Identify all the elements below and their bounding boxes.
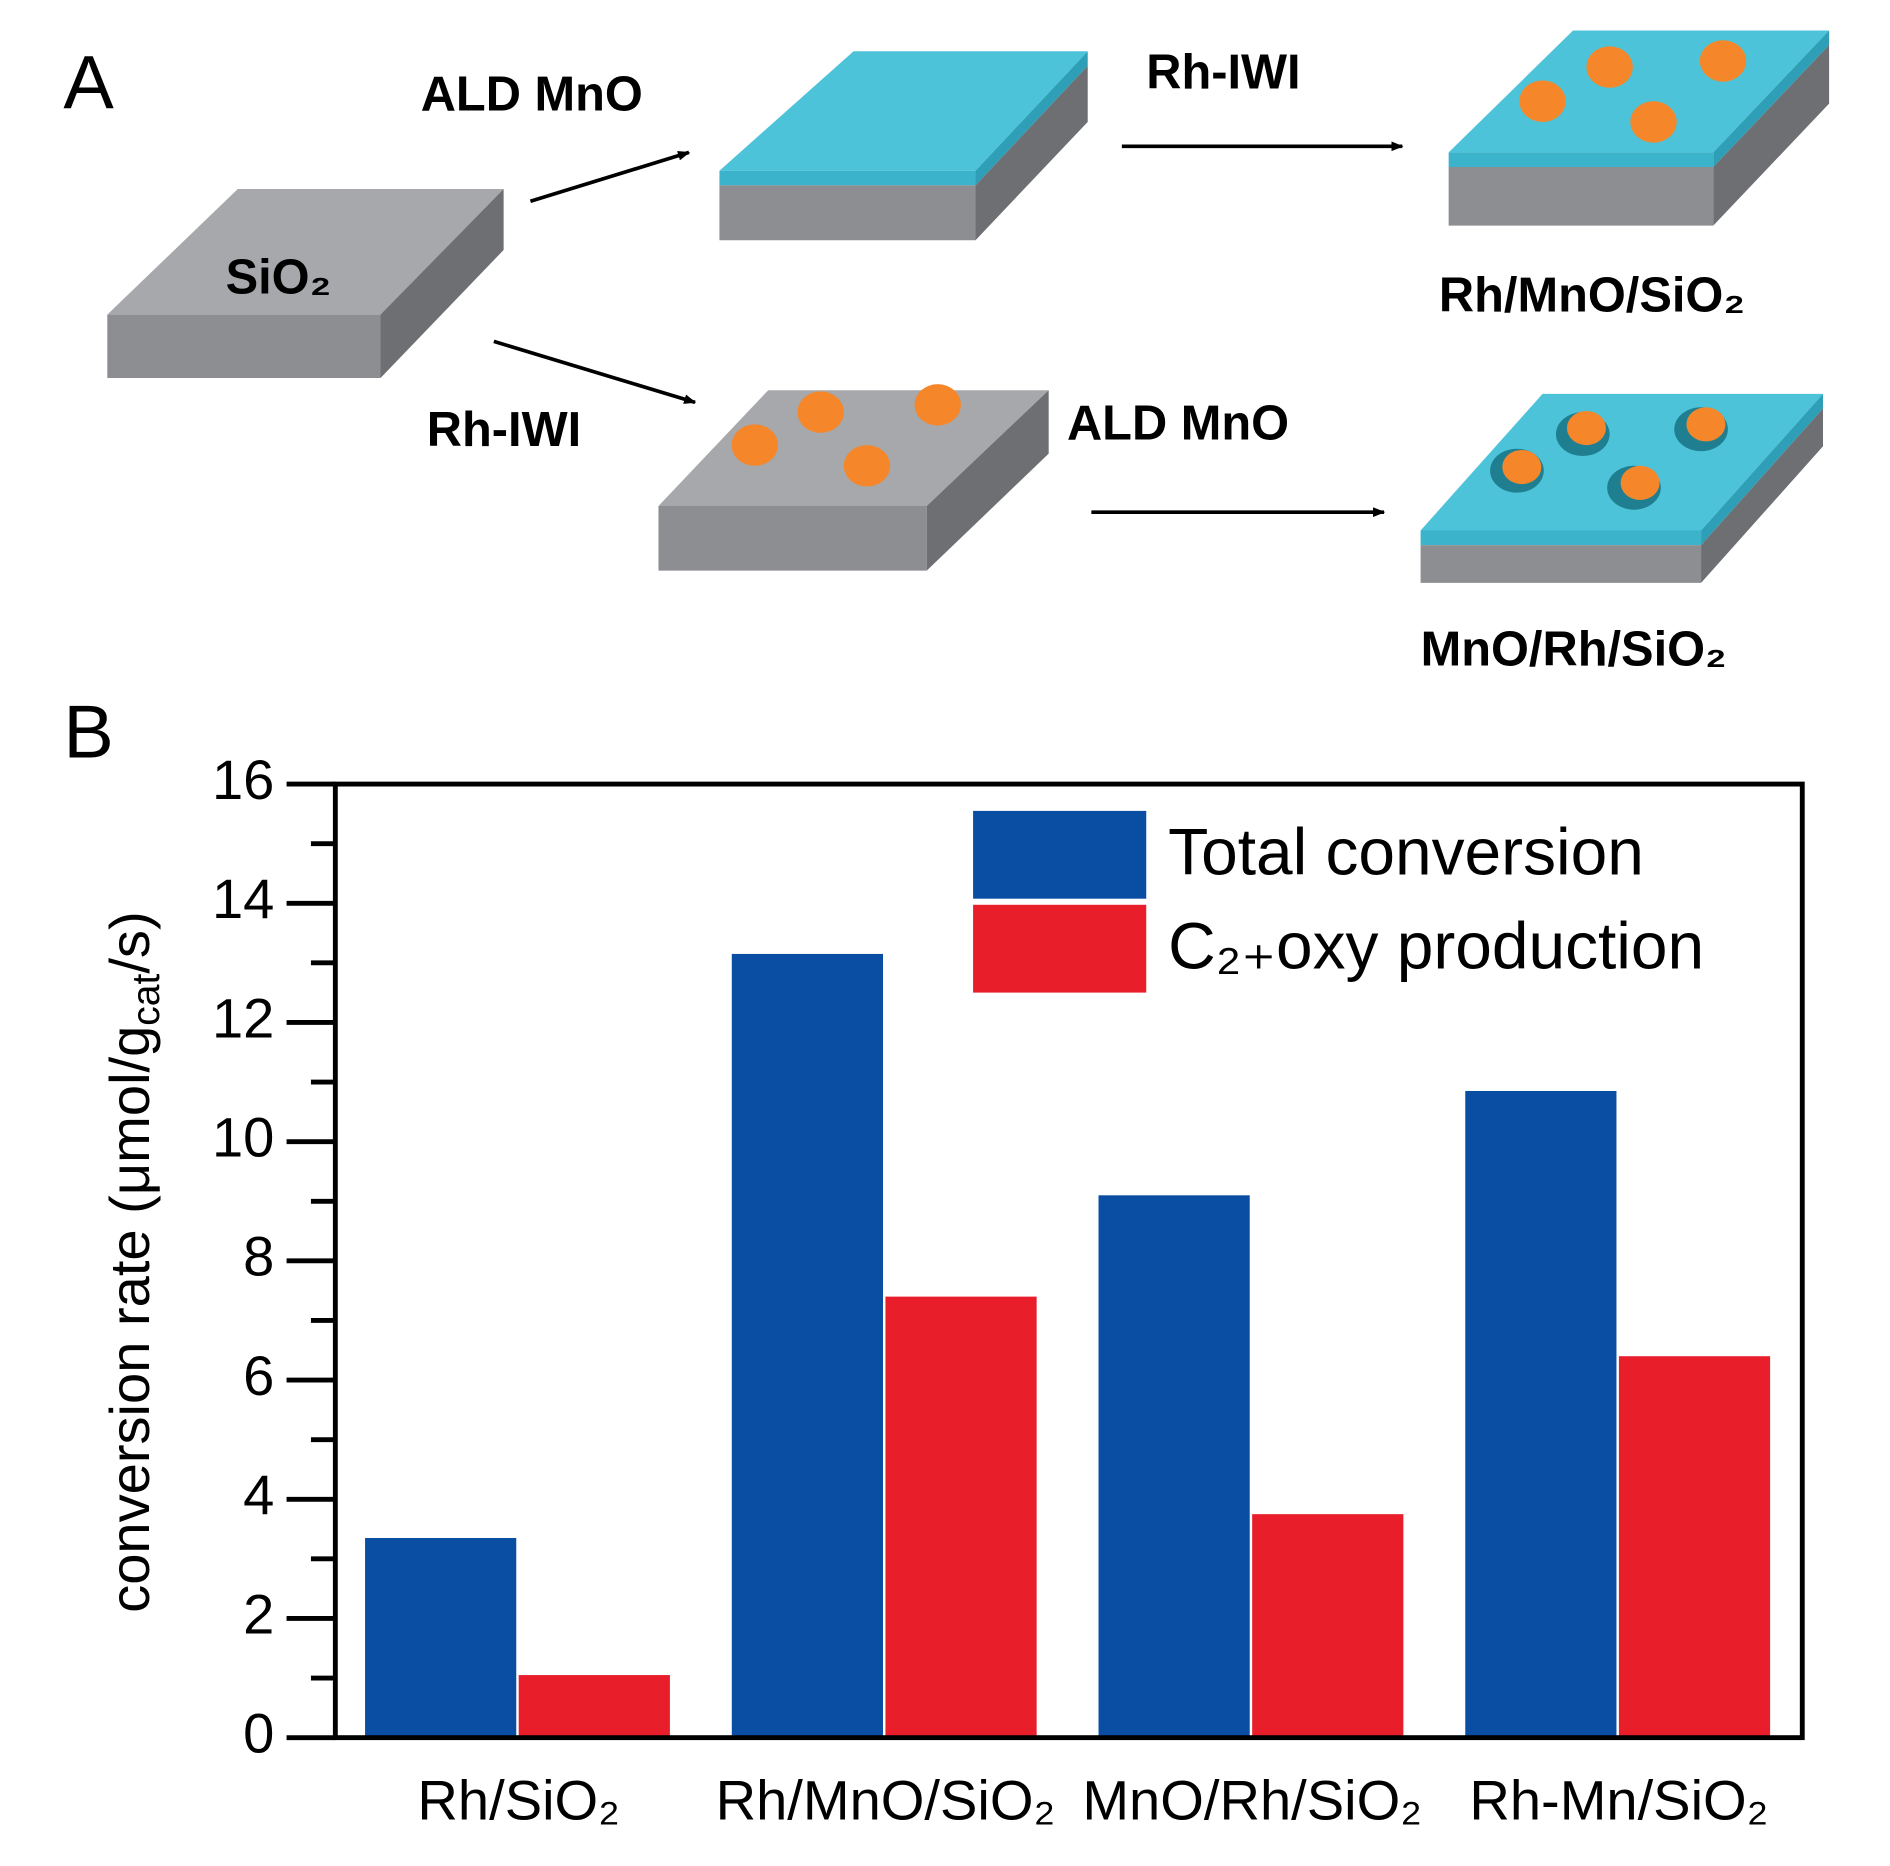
product-label: Rh/MnO/SiO₂ — [1439, 269, 1745, 323]
legend-swatch — [973, 904, 1147, 993]
x-tick-label: Rh/MnO/SiO₂ — [716, 1769, 1056, 1832]
arrow — [493, 339, 697, 405]
y-tick-label: 2 — [243, 1582, 274, 1645]
step-label: Rh-IWI — [427, 403, 581, 457]
y-tick-label: 10 — [212, 1105, 274, 1168]
bar — [518, 1675, 670, 1738]
y-tick-label: 16 — [212, 748, 274, 811]
y-tick-label: 8 — [243, 1225, 274, 1288]
y-tick-label: 6 — [243, 1344, 274, 1407]
x-tick-label: MnO/Rh/SiO₂ — [1082, 1769, 1422, 1832]
bar — [1618, 1356, 1771, 1738]
panel-label: B — [63, 691, 113, 775]
y-axis-label-end: /s) — [98, 911, 161, 973]
step-label: ALD MnO — [421, 67, 643, 121]
bar — [365, 1537, 517, 1738]
slab-mno-rh — [1420, 393, 1824, 583]
y-axis-label: conversion rate (μmol/gcat/s) — [98, 911, 168, 1612]
legend-swatch — [973, 810, 1147, 899]
bar — [731, 953, 883, 1738]
x-tick-label: Rh-Mn/SiO₂ — [1469, 1769, 1768, 1832]
y-axis-label-main: conversion rate (μmol/g — [98, 1026, 161, 1613]
bar — [1252, 1514, 1404, 1738]
step-label: ALD MnO — [1067, 397, 1289, 451]
legend-label: Total conversion — [1168, 815, 1644, 889]
step-label: Rh-IWI — [1146, 45, 1300, 99]
y-tick-label: 12 — [212, 986, 274, 1049]
panel-label: A — [63, 41, 114, 125]
y-tick-label: 4 — [243, 1463, 274, 1526]
x-tick-label: Rh/SiO₂ — [417, 1769, 620, 1832]
slab-rh-mno — [1448, 30, 1830, 226]
slab-sio2 — [107, 189, 504, 379]
y-tick-label: 0 — [243, 1701, 274, 1764]
diagram: A SiO₂ — [63, 30, 1830, 775]
bar — [885, 1296, 1037, 1738]
bar — [1465, 1091, 1617, 1738]
product-label: MnO/Rh/SiO₂ — [1421, 622, 1727, 676]
slab-mno — [719, 51, 1088, 241]
slab-rh — [658, 384, 1049, 571]
bar — [1098, 1195, 1250, 1738]
arrow — [529, 150, 691, 203]
substrate-label: SiO₂ — [226, 250, 332, 304]
y-axis-label-sub: cat — [125, 973, 168, 1025]
legend-label: C₂₊oxy production — [1168, 909, 1704, 983]
figure-content: A SiO₂ — [63, 30, 1830, 1832]
y-tick-label: 14 — [212, 867, 274, 930]
